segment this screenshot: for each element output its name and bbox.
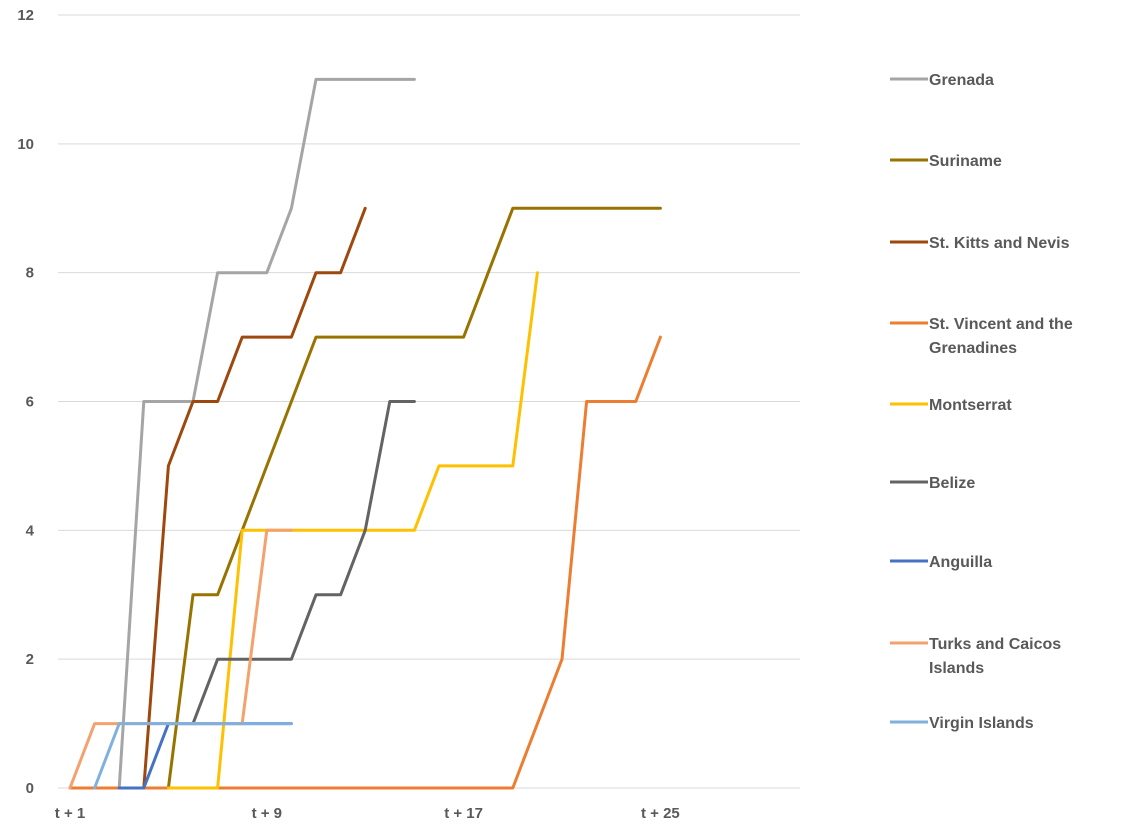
legend-label: Anguilla: [929, 554, 992, 571]
legend-label: St. Vincent and the Grenadines: [929, 316, 1073, 357]
legend-item: Virgin Islands: [890, 715, 1034, 732]
x-tick-label: t + 17: [444, 805, 483, 822]
y-tick-label: 6: [26, 394, 34, 411]
x-tick-label: t + 25: [641, 805, 680, 822]
series-line-5: [191, 400, 416, 726]
legend-label: Montserrat: [929, 397, 1012, 414]
y-tick-label: 0: [26, 780, 34, 797]
legend-item: St. Kitts and Nevis: [890, 235, 1070, 252]
y-tick-label: 4: [26, 522, 35, 539]
legend: Grenada Suriname St. Kitts and Nevis St. Vi…: [890, 72, 1073, 732]
series-line-3: [68, 335, 662, 790]
legend-item: Turks and Caicos Islands: [890, 636, 1061, 677]
series-line-8: [93, 722, 293, 790]
legend-item: Belize: [890, 475, 975, 492]
x-tick-label: t + 1: [55, 805, 85, 822]
x-tick-label: t + 9: [252, 805, 282, 822]
legend-item: Anguilla: [890, 554, 992, 571]
legend-label: Turks and Caicos Islands: [929, 636, 1061, 677]
legend-item: Suriname: [890, 153, 1002, 170]
y-axis-tick-labels: 0 2 4 6 8 10 12: [17, 7, 34, 797]
series-line-1: [166, 206, 662, 790]
y-tick-label: 8: [26, 265, 34, 282]
series-line-2: [142, 206, 367, 790]
y-tick-label: 12: [17, 7, 34, 24]
legend-label: Virgin Islands: [929, 715, 1034, 732]
y-tick-label: 10: [17, 136, 34, 153]
legend-label: Suriname: [929, 153, 1002, 170]
legend-label: Belize: [929, 475, 975, 492]
legend-item: St. Vincent and the Grenadines: [890, 316, 1073, 357]
y-tick-label: 2: [26, 651, 34, 668]
series-line-0: [117, 77, 416, 790]
legend-item: Montserrat: [890, 397, 1012, 414]
x-axis-tick-labels: t + 1 t + 9 t + 17 t + 25: [55, 805, 680, 822]
legend-item: Grenada: [890, 72, 994, 89]
legend-label: St. Kitts and Nevis: [929, 235, 1070, 252]
series-lines: [68, 77, 662, 790]
legend-label: Grenada: [929, 72, 994, 89]
